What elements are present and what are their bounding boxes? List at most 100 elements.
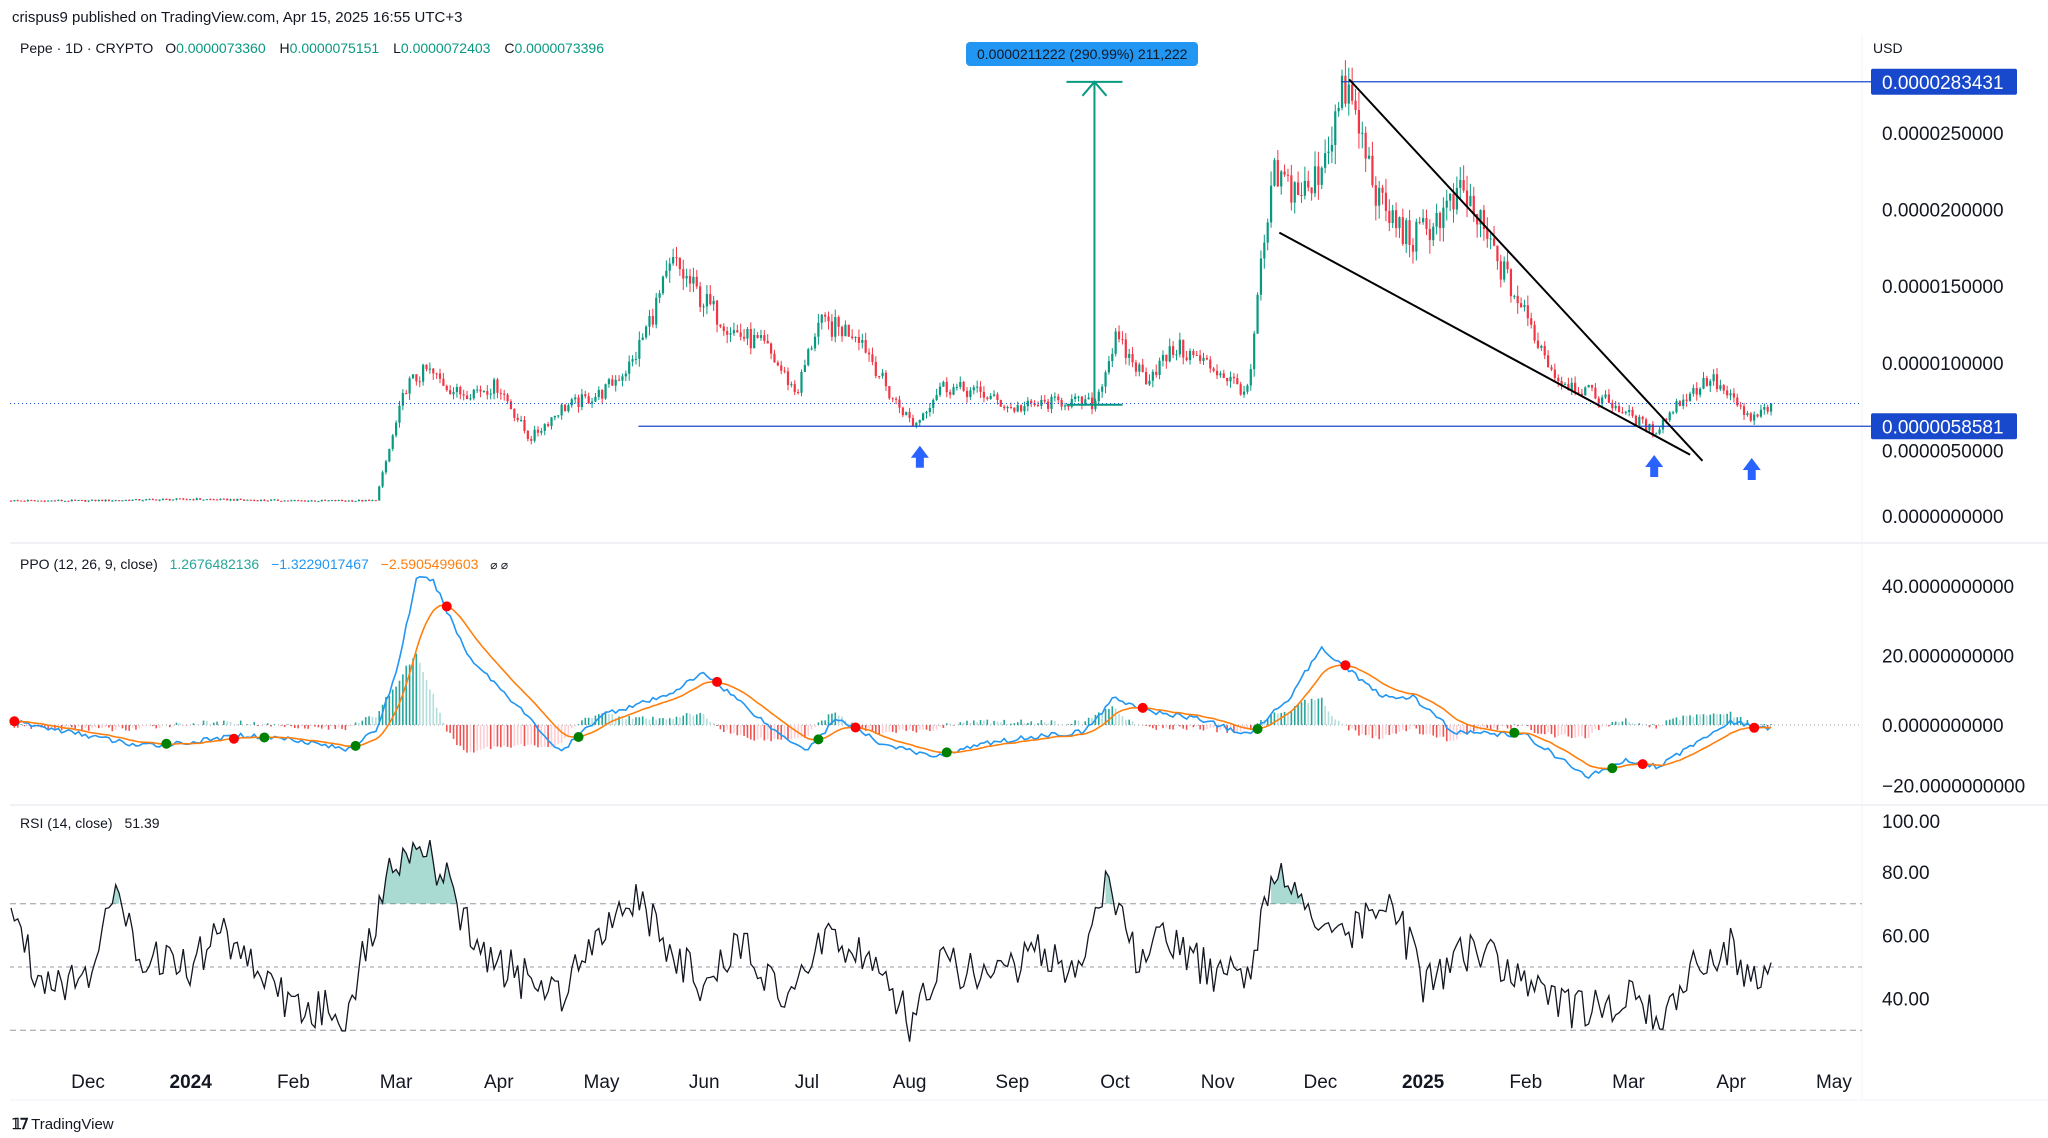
candle-body [172,499,175,501]
candle-body [432,368,435,374]
candle-body [550,417,553,426]
candle-body [36,500,40,502]
candle-body [543,424,546,431]
time-axis-label[interactable]: Feb [277,1072,310,1093]
time-axis-label[interactable]: Dec [71,1072,105,1093]
candle-body [722,326,725,332]
time-axis-label[interactable]: Mar [380,1072,413,1093]
candle-body [1249,369,1252,386]
candle-body [519,419,523,421]
symbol-name[interactable]: Pepe · 1D · CRYPTO [20,40,154,56]
candle-body [675,257,678,259]
candle-body [134,499,138,501]
ppo-tick-label[interactable]: 0.0000000000 [1882,716,2004,737]
candle-body [364,499,367,502]
candle-body [371,500,374,502]
candle-body [624,373,627,377]
candle-body [351,500,354,502]
price-tick-label[interactable]: 0.0000200000 [1882,201,2004,222]
candle-body [1702,378,1705,389]
candle-body [1178,339,1181,355]
candle-body [97,500,100,502]
measure-label: 0.0000211222 (290.99%) 211,222 [966,42,1199,66]
candle-body [945,381,948,393]
candle-body [192,499,195,501]
candle-body [425,364,428,370]
candle-body [1644,419,1648,431]
time-axis-label[interactable]: Sep [995,1072,1029,1093]
candle-body [283,500,286,502]
candle-body [158,499,161,501]
tradingview-logo[interactable]: 𝟙𝟩 TradingView [12,1115,114,1134]
candle-body [310,500,313,502]
candle-body [530,438,533,441]
candle-body [401,393,404,406]
candle-body [438,373,442,379]
candle-body [33,500,36,502]
candle-body [1621,412,1624,414]
candle-body [297,500,300,502]
candle-body [395,422,398,436]
candle-body [1158,360,1161,375]
candle-body [1415,221,1418,252]
candle-body [824,314,827,317]
time-axis-label[interactable]: 2024 [170,1072,213,1093]
time-axis-label[interactable]: May [1816,1072,1852,1093]
time-axis-label[interactable]: Apr [484,1072,514,1093]
candle-body [1060,400,1063,407]
candle-body [1023,406,1026,412]
candle-body [1648,424,1651,431]
candle-body [864,340,867,353]
candle-body [1503,261,1506,280]
rsi-tick-label[interactable]: 80.00 [1882,863,1930,884]
time-axis-label[interactable]: Feb [1509,1072,1542,1093]
price-tick-label[interactable]: 0.0000150000 [1882,277,2004,298]
hidden-icon[interactable]: ⌀ ⌀ [490,558,509,572]
candle-body [1205,357,1208,360]
candle-body [111,500,114,502]
candle-body [354,500,357,502]
time-axis-label[interactable]: Oct [1100,1072,1130,1093]
price-tick-label[interactable]: 0.0000250000 [1882,124,2004,145]
candle-body [249,499,252,501]
ppo-tick-label[interactable]: −20.0000000000 [1882,777,2025,798]
price-tick-label[interactable]: 0.0000100000 [1882,354,2004,375]
rsi-tick-label[interactable]: 100.00 [1882,812,1940,833]
candle-body [1300,195,1303,197]
candle-body [1266,222,1269,243]
ppo-tick-label[interactable]: 20.0000000000 [1882,647,2014,668]
rsi-legend[interactable]: RSI (14, close) 51.39 [20,815,160,831]
time-axis-label[interactable]: Nov [1201,1072,1235,1093]
time-axis-label[interactable]: Aug [893,1072,927,1093]
resistance-price-label[interactable]: 0.0000283431 [1882,73,2004,94]
candle-body [168,499,171,501]
arrow-up-icon [1645,454,1664,477]
currency-label[interactable]: USD [1873,40,1903,56]
time-axis-label[interactable]: Jun [689,1072,720,1093]
price-tick-label[interactable]: 0.0000050000 [1882,441,2004,462]
time-axis-label[interactable]: Apr [1716,1072,1746,1093]
candle-body [1077,396,1080,398]
time-axis-label[interactable]: 2025 [1402,1072,1445,1093]
support-price-label[interactable]: 0.0000058581 [1882,417,2004,438]
candle-body [1729,393,1732,396]
time-axis-label[interactable]: Mar [1612,1072,1645,1093]
candle-body [570,399,573,406]
time-axis-label[interactable]: Dec [1304,1072,1338,1093]
price-tick-label[interactable]: 0.0000000000 [1882,507,2004,528]
close-label: C [504,40,515,56]
candle-body [1546,355,1550,368]
resistance-price-label-bg [1871,68,2017,95]
rsi-tick-label[interactable]: 60.00 [1882,926,1930,947]
candle-body [1695,387,1698,395]
candle-body [1310,187,1313,194]
time-axis-label[interactable]: May [584,1072,620,1093]
ppo-tick-label[interactable]: 40.0000000000 [1882,577,2014,598]
candle-body [1283,171,1286,175]
time-axis-label[interactable]: Jul [795,1072,819,1093]
candle-body [631,359,634,362]
ppo-legend[interactable]: PPO (12, 26, 9, close) 1.2676482136 −1.3… [20,556,508,572]
rsi-tick-label[interactable]: 40.00 [1882,990,1930,1011]
candle-body [1570,382,1573,391]
